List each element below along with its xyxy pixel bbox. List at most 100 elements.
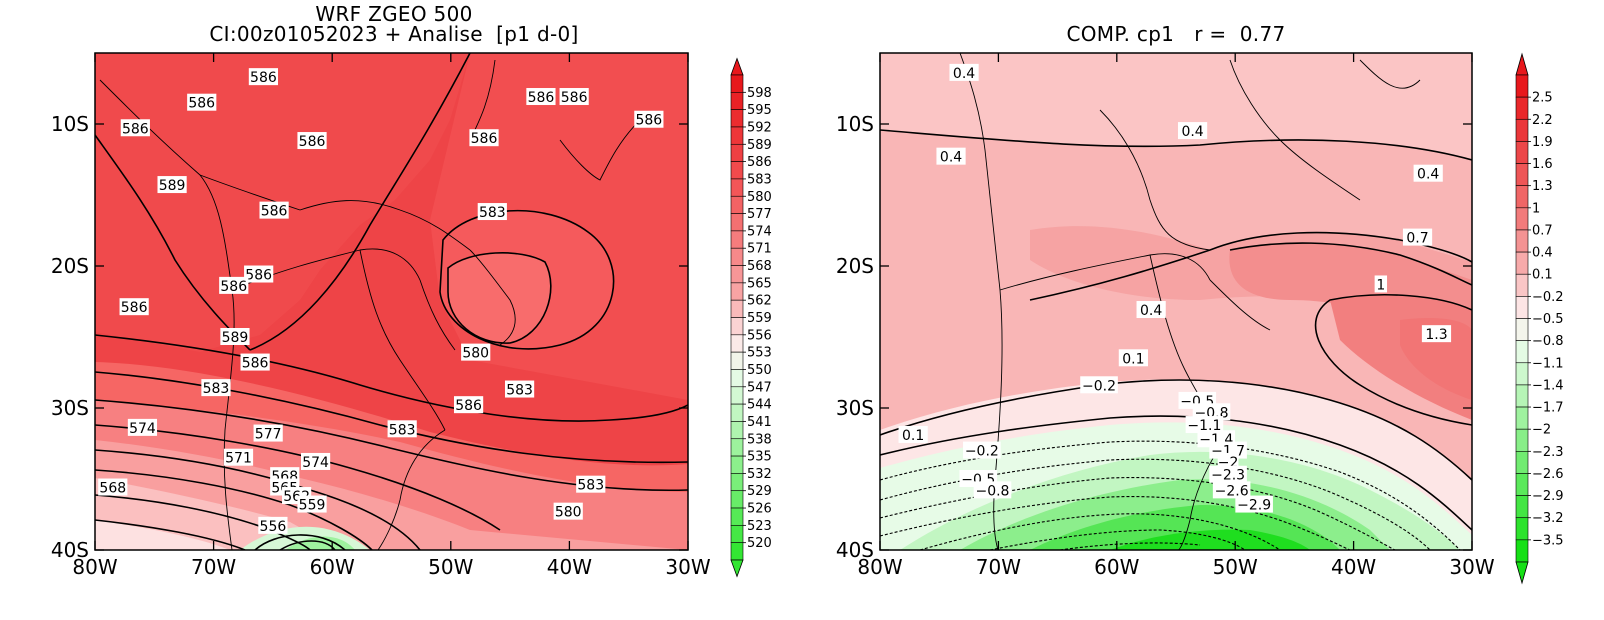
colorbar-cell bbox=[1515, 318, 1529, 341]
contour-label: 580 bbox=[555, 505, 582, 521]
contour-label: −2.3 bbox=[1211, 468, 1245, 484]
colorbar-label: 520 bbox=[747, 536, 772, 551]
colorbar-label: −2 bbox=[1532, 423, 1551, 438]
colorbar-label: 574 bbox=[747, 224, 772, 239]
contour-label: −2.9 bbox=[1237, 498, 1271, 514]
colorbar-cell bbox=[730, 421, 744, 440]
contour-label-box bbox=[187, 93, 217, 111]
colorbar-bottom-arrow bbox=[730, 559, 744, 578]
x-tick-label: 30W bbox=[1449, 555, 1494, 579]
contour-label-box bbox=[634, 110, 664, 128]
contour-label-box bbox=[253, 424, 283, 442]
contour-label-box bbox=[387, 420, 417, 438]
colorbar-cell bbox=[730, 265, 744, 284]
contour-label-box bbox=[453, 396, 484, 414]
colorbar-label: 526 bbox=[747, 502, 772, 517]
contour-label: −0.2 bbox=[1082, 378, 1116, 394]
colorbar-cell bbox=[730, 161, 744, 180]
colorbar-cell bbox=[1515, 273, 1529, 297]
contour-label-box bbox=[300, 452, 331, 470]
contour-label-box bbox=[963, 441, 1001, 459]
right-map-title-name: COMP. cp1 bbox=[1066, 22, 1175, 46]
contour-label: 577 bbox=[255, 427, 282, 443]
contour-label-box bbox=[1212, 481, 1251, 499]
colorbar-cell bbox=[1515, 362, 1529, 386]
colorbar-label: 529 bbox=[747, 484, 772, 499]
contour-label-box bbox=[157, 176, 187, 194]
colorbar-label: −2.6 bbox=[1532, 467, 1564, 482]
x-tick-label: 80W bbox=[857, 555, 902, 579]
colorbar-label: −0.2 bbox=[1532, 290, 1564, 305]
contour-label-box bbox=[1177, 122, 1208, 140]
contour-label-box bbox=[1413, 164, 1443, 182]
colorbar-cell bbox=[730, 542, 744, 561]
colorbar-label: 0.1 bbox=[1532, 268, 1553, 283]
x-tick-label: 70W bbox=[976, 555, 1021, 579]
colorbar-top-arrow bbox=[730, 57, 744, 76]
colorbar-label: 544 bbox=[747, 398, 772, 413]
contour-label-box bbox=[553, 502, 583, 520]
right-map-axes: 80W 70W 60W 50W 40W 30W 10S 20S 30S 40S bbox=[836, 53, 1495, 579]
colorbar-label: 0.7 bbox=[1532, 223, 1553, 238]
left-map-axes: 80W 70W 60W 50W 40W 30W 10S 20S 30S 40S bbox=[51, 53, 711, 579]
colorbar-label: −3.5 bbox=[1532, 533, 1564, 548]
x-tick-label: 30W bbox=[665, 555, 710, 579]
contour-label-box bbox=[120, 119, 150, 137]
contour-label-box bbox=[949, 63, 979, 81]
colorbar-top-arrow bbox=[1515, 52, 1529, 76]
contour-label-box bbox=[1118, 349, 1148, 367]
colorbar-label: 586 bbox=[747, 155, 772, 170]
colorbar-cell bbox=[730, 247, 744, 266]
colorbar-label: −3.2 bbox=[1532, 511, 1564, 526]
contour-label: −2.6 bbox=[1215, 483, 1249, 499]
colorbar-cell bbox=[730, 143, 744, 162]
x-tick-label: 40W bbox=[1331, 555, 1376, 579]
contour-label: 0.4 bbox=[1140, 303, 1162, 319]
colorbar-label: −0.5 bbox=[1532, 312, 1564, 327]
contour-label-box bbox=[1217, 452, 1239, 470]
contour-label: −1.1 bbox=[1187, 418, 1221, 434]
contour-label: 0.4 bbox=[1417, 167, 1439, 183]
colorbar-cell bbox=[1515, 340, 1529, 364]
contour-label-box bbox=[1421, 325, 1452, 343]
colorbar-label: 592 bbox=[747, 120, 772, 135]
colorbar-label: 565 bbox=[747, 276, 772, 291]
contour-label-box bbox=[461, 343, 491, 361]
y-tick-label: 10S bbox=[51, 112, 89, 136]
colorbar-label: −1.4 bbox=[1532, 378, 1564, 393]
colorbar-cell bbox=[1515, 406, 1529, 430]
contour-label: 586 bbox=[242, 356, 269, 372]
colorbar-cell bbox=[730, 334, 744, 353]
contour-label-box bbox=[297, 132, 327, 150]
left-map-frame bbox=[94, 52, 689, 551]
colorbar-label: −2.9 bbox=[1532, 489, 1564, 504]
contour-label-box bbox=[1136, 301, 1166, 319]
colorbar-label: 589 bbox=[747, 138, 772, 153]
contour-label: 586 bbox=[528, 90, 555, 106]
contour-label: 586 bbox=[220, 279, 247, 295]
contour-label-box bbox=[240, 353, 270, 371]
contour-label: 586 bbox=[261, 204, 288, 220]
contour-label: 571 bbox=[225, 451, 252, 467]
colorbar-cell bbox=[1515, 118, 1529, 142]
colorbar-cell bbox=[730, 455, 744, 474]
right-map-frame bbox=[879, 52, 1473, 551]
colorbar-label: 550 bbox=[747, 363, 772, 378]
colorbar-cell bbox=[730, 195, 744, 214]
colorbar-cell bbox=[730, 92, 744, 110]
contour-label: 586 bbox=[188, 96, 215, 112]
contour-label-box bbox=[973, 481, 1012, 499]
colorbar-cell bbox=[730, 317, 744, 336]
colorbar-cell bbox=[1515, 96, 1529, 120]
contour-label-box bbox=[119, 298, 149, 316]
colorbar-label: 541 bbox=[747, 415, 772, 430]
colorbar-cell bbox=[730, 525, 744, 543]
x-tick-label: 60W bbox=[1094, 555, 1139, 579]
contour-label-box bbox=[297, 495, 327, 513]
contour-label: 0.1 bbox=[902, 428, 924, 444]
contour-label: −0.8 bbox=[975, 483, 1009, 499]
colorbar-cell bbox=[1515, 296, 1529, 319]
